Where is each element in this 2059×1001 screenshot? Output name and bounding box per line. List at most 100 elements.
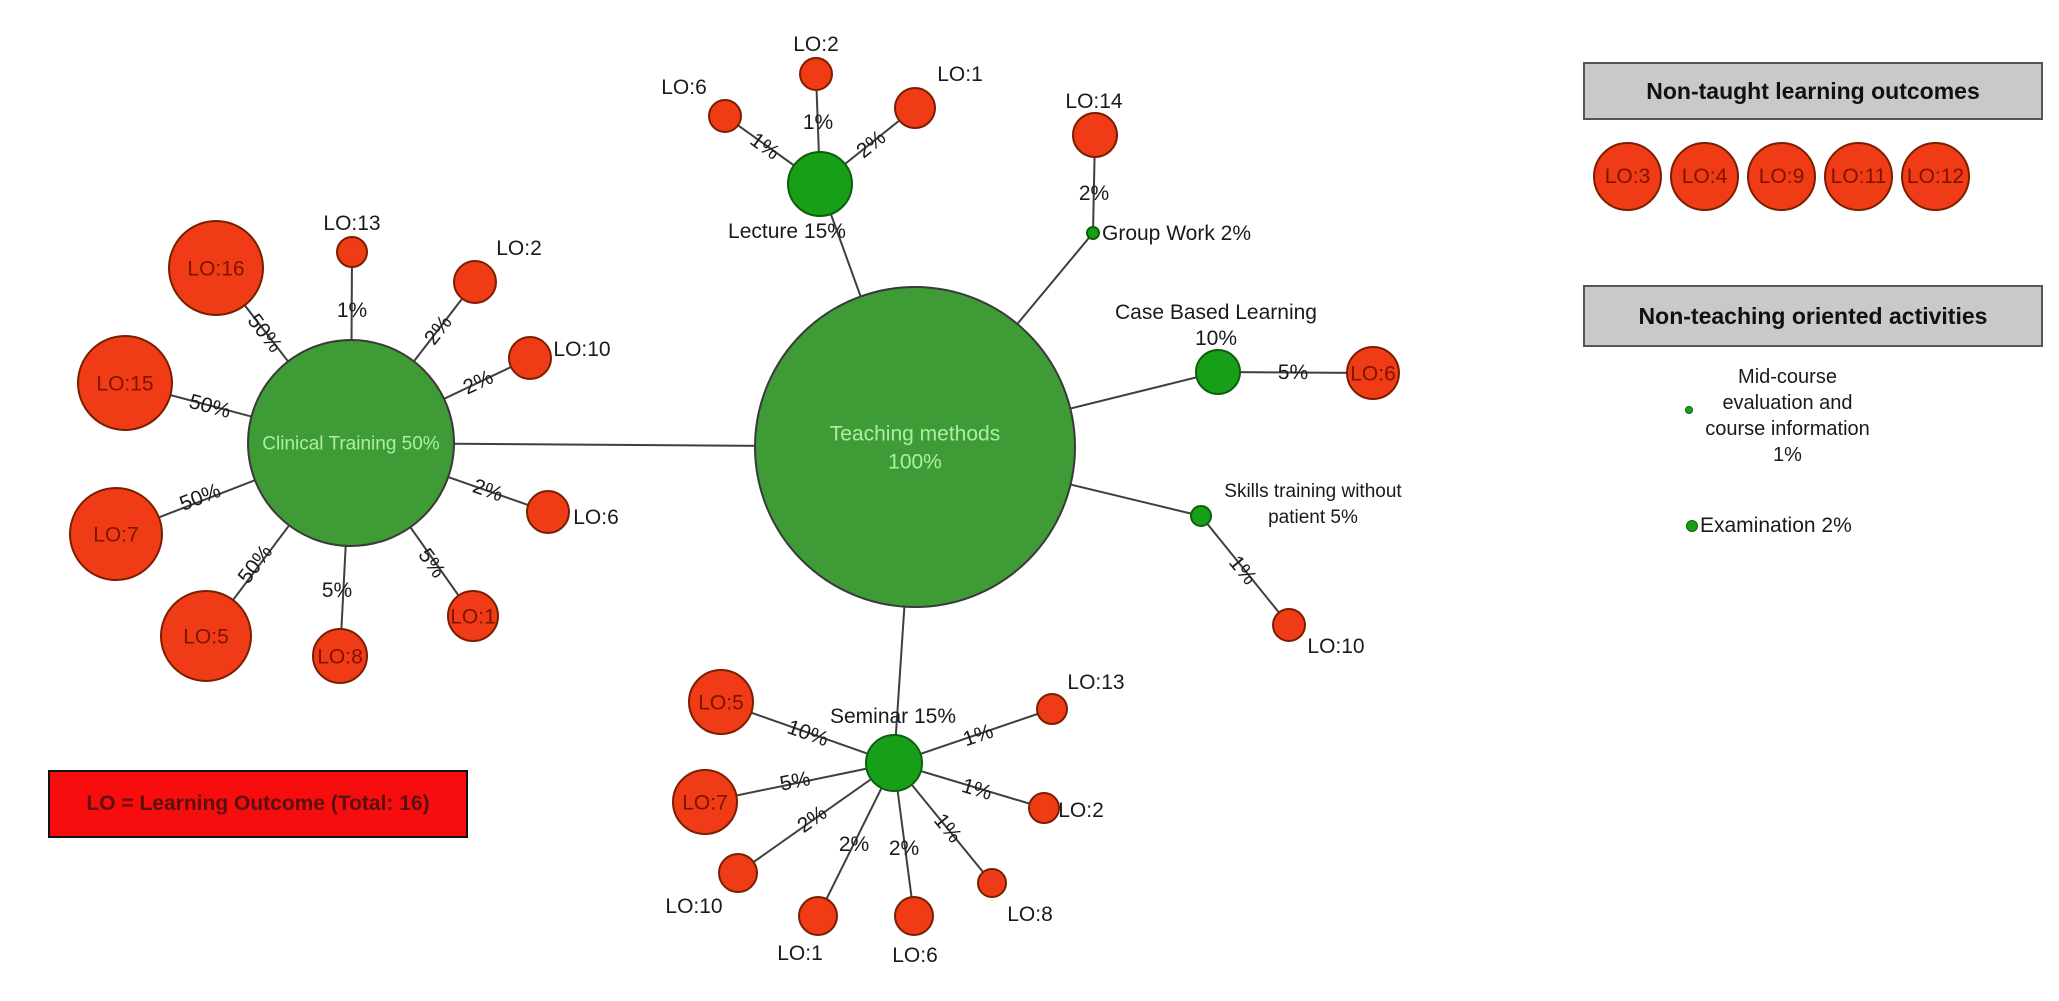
examination-item: Examination 2% <box>1686 514 1852 538</box>
node-teaching-methods <box>754 286 1076 608</box>
node-label-seminar: Seminar 15% <box>830 705 956 728</box>
edge-label-lo8-seminar: 1% <box>929 809 966 847</box>
node-label-lo15-clinical: LO:15 <box>96 372 153 395</box>
examination-dot-icon <box>1686 520 1698 532</box>
node-label-lo13-seminar: LO:13 <box>1067 671 1124 694</box>
lo-legend-label: LO = Learning Outcome (Total: 16) <box>86 792 430 815</box>
edge-label-lo6-cbl: 5% <box>1278 361 1309 384</box>
non-taught-outcome-lo4: LO:4 <box>1670 142 1739 211</box>
edge-label-lo7-seminar: 5% <box>778 767 812 796</box>
edge-label-lo15-clinical: 50% <box>187 390 234 423</box>
mid-course-dot-icon <box>1685 406 1693 414</box>
mid-course-line: 1% <box>1773 444 1802 466</box>
node-label-lo14-groupwork: LO:14 <box>1065 90 1123 113</box>
node-label-lo10-seminar: LO:10 <box>665 895 722 918</box>
edge-label-lo14-groupwork: 2% <box>1079 182 1109 205</box>
node-lo7-clinical <box>69 487 163 581</box>
edge-label-lo5-clinical: 50% <box>234 541 278 588</box>
node-label-case-based-learning: Case Based Learning <box>1115 301 1317 324</box>
edge-label-lo13-clinical: 1% <box>337 299 367 322</box>
edge-label-lo13-seminar: 1% <box>960 720 996 752</box>
node-lo15-clinical <box>77 335 173 431</box>
node-lo14-groupwork <box>1072 112 1118 158</box>
node-seminar <box>865 734 923 792</box>
node-label-skills-training: patient 5% <box>1268 507 1358 528</box>
edge-label-lo2-lecture: 1% <box>803 111 833 134</box>
non-taught-outcome-lo9: LO:9 <box>1747 142 1816 211</box>
node-label-lo6-lecture: LO:6 <box>661 76 707 99</box>
edge-label-lo10-clinical: 2% <box>460 366 497 400</box>
node-label-lo7-clinical: LO:7 <box>93 523 139 546</box>
node-label-lo8-seminar: LO:8 <box>1007 903 1053 926</box>
node-lo2-seminar <box>1028 792 1060 824</box>
node-label-lo1-lecture: LO:1 <box>937 63 983 86</box>
edge-label-lo6-seminar: 2% <box>889 837 919 860</box>
node-lo10-seminar <box>718 853 758 893</box>
examination-label: Examination 2% <box>1700 514 1852 537</box>
node-label-lo6-cbl: LO:6 <box>1350 362 1396 385</box>
node-lo1-seminar <box>798 896 838 936</box>
node-group-work <box>1086 226 1100 240</box>
non-taught-header-label: Non-taught learning outcomes <box>1646 77 1980 104</box>
node-lo2-clinical <box>453 260 497 304</box>
mid-course-line: Mid-course <box>1738 366 1837 388</box>
node-lo2-lecture <box>799 57 833 91</box>
lo-legend-box: LO = Learning Outcome (Total: 16) <box>48 770 468 838</box>
edge-label-lo10-seminar: 2% <box>793 801 831 837</box>
non-taught-outcome-lo11: LO:11 <box>1824 142 1893 211</box>
node-label-lo10-skills: LO:10 <box>1307 635 1364 658</box>
node-label-lo16-clinical: LO:16 <box>187 257 244 280</box>
node-label-lo5-seminar: LO:5 <box>698 691 744 714</box>
non-taught-outcome-lo3: LO:3 <box>1593 142 1662 211</box>
non-teaching-header-label: Non-teaching oriented activities <box>1638 302 1988 329</box>
edge-label-lo2-seminar: 1% <box>959 774 995 805</box>
edge-label-lo7-clinical: 50% <box>176 479 224 516</box>
node-label-lo5-clinical: LO:5 <box>183 625 229 648</box>
edge-seminar-lo10-seminar <box>737 762 895 874</box>
edge-label-lo5-seminar: 10% <box>784 716 831 752</box>
edge-skills-training-lo10-skills <box>1200 515 1290 626</box>
node-label-lo6-seminar: LO:6 <box>892 944 938 967</box>
node-lo10-skills <box>1272 608 1306 642</box>
node-label-lo13-clinical: LO:13 <box>323 212 380 235</box>
mid-course-line: evaluation and <box>1722 392 1853 414</box>
node-label-lecture: Lecture 15% <box>728 220 846 243</box>
non-taught-outcomes-row: LO:3 LO:4 LO:9 LO:11 LO:12 <box>1593 142 1970 211</box>
node-lo5-clinical <box>160 590 252 682</box>
node-label-lo10-clinical: LO:10 <box>553 338 610 361</box>
edge-label-lo1-seminar: 2% <box>839 833 869 856</box>
edge-label-lo2-clinical: 2% <box>420 311 457 349</box>
non-teaching-header: Non-teaching oriented activities <box>1583 285 2043 347</box>
node-label-clinical-training: Clinical Training 50% <box>262 434 440 455</box>
mid-course-line: course information <box>1705 418 1870 440</box>
node-lo13-clinical <box>336 236 368 268</box>
node-lo6-cbl <box>1346 346 1400 400</box>
non-taught-outcome-lo12: LO:12 <box>1901 142 1970 211</box>
node-lo13-seminar <box>1036 693 1068 725</box>
node-label-case-based-learning: 10% <box>1195 327 1237 350</box>
edge-label-lo6-clinical: 2% <box>470 475 506 507</box>
node-lo1-lecture <box>894 87 936 129</box>
node-label-skills-training: Skills training without <box>1224 481 1402 502</box>
node-label-lo2-seminar: LO:2 <box>1058 799 1104 822</box>
node-case-based-learning <box>1195 349 1241 395</box>
node-label-teaching-methods: Teaching methods <box>830 422 1000 445</box>
node-label-lo1-clinical: LO:1 <box>450 605 496 628</box>
node-lo7-seminar <box>672 769 738 835</box>
node-lo5-seminar <box>688 669 754 735</box>
node-lo10-clinical <box>508 336 552 380</box>
node-label-lo2-lecture: LO:2 <box>793 33 839 56</box>
node-label-lo8-clinical: LO:8 <box>317 645 363 668</box>
node-skills-training <box>1190 505 1212 527</box>
node-lo8-clinical <box>312 628 368 684</box>
node-label-lo6-clinical: LO:6 <box>573 506 619 529</box>
node-label-teaching-methods: 100% <box>888 450 942 473</box>
mid-course-item: Mid-course evaluation and course informati… <box>1690 364 1885 468</box>
node-lo16-clinical <box>168 220 264 316</box>
node-lo8-seminar <box>977 868 1007 898</box>
node-label-lo1-seminar: LO:1 <box>777 942 823 965</box>
node-label-group-work: Group Work 2% <box>1102 222 1251 245</box>
node-lo6-lecture <box>708 99 742 133</box>
